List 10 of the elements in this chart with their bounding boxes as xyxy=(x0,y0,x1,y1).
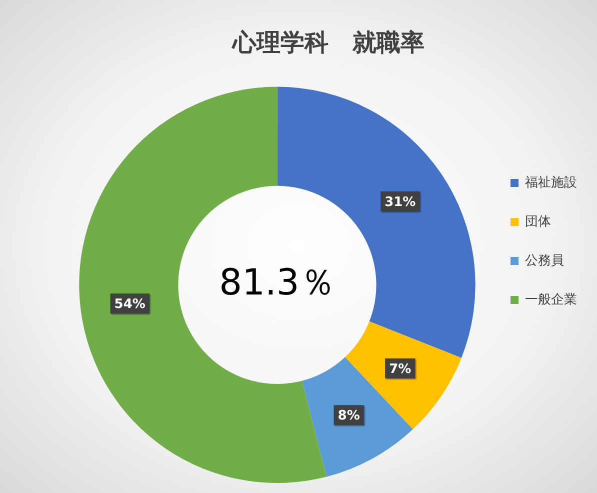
data-label: 54% xyxy=(114,296,146,312)
data-label: 7% xyxy=(389,362,412,377)
data-label: 8% xyxy=(338,408,360,424)
legend-label: 一般企業 xyxy=(525,292,577,308)
legend-label: 福祉施設 xyxy=(525,175,577,190)
legend-label: 公務員 xyxy=(525,253,564,268)
text: 81.3％ xyxy=(219,262,336,304)
data-label: 31% xyxy=(384,194,416,210)
chart-title: 心理学科 就職率 xyxy=(232,28,424,57)
legend-label: 団体 xyxy=(525,214,551,230)
